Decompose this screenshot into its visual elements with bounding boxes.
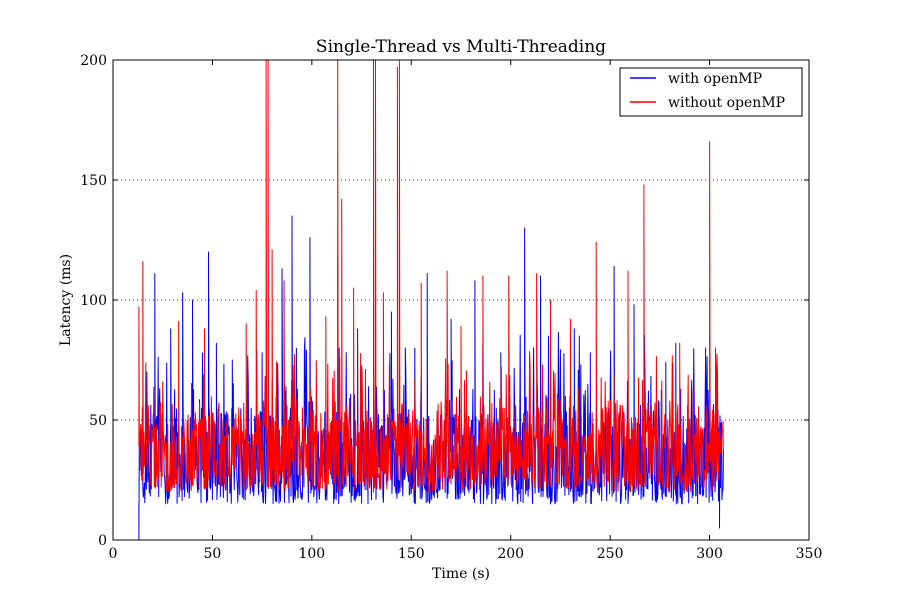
axis-ticks: 0 50 100 150 200 250 300 350 0 50 100 150 200 [80, 53, 822, 562]
x-tick-label: 250 [597, 546, 624, 562]
chart-title: Single-Thread vs Multi-Threading [316, 37, 606, 57]
y-tick-label: 0 [98, 533, 107, 549]
x-tick-label: 300 [696, 546, 723, 562]
x-tick-label: 200 [497, 546, 524, 562]
y-tick-label: 50 [89, 413, 107, 429]
x-tick-label: 0 [109, 546, 118, 562]
legend: with openMP without openMP [619, 67, 803, 117]
y-tick-label: 100 [80, 293, 107, 309]
x-tick-label: 350 [796, 546, 823, 562]
y-tick-label: 200 [80, 53, 107, 69]
x-axis-label: Time (s) [432, 566, 490, 582]
x-tick-label: 100 [298, 546, 325, 562]
legend-label-without-openmp: without openMP [668, 95, 785, 111]
x-tick-label: 50 [204, 546, 222, 562]
series-layer [138, 59, 724, 541]
y-tick-label: 150 [80, 173, 107, 189]
legend-label-with-openmp: with openMP [668, 71, 762, 87]
legend-box [619, 67, 803, 117]
x-tick-label: 150 [398, 546, 425, 562]
series-line-without-openmp [138, 59, 724, 493]
series-line-with-openmp [138, 215, 724, 541]
y-axis-label: Latency (ms) [58, 254, 74, 346]
